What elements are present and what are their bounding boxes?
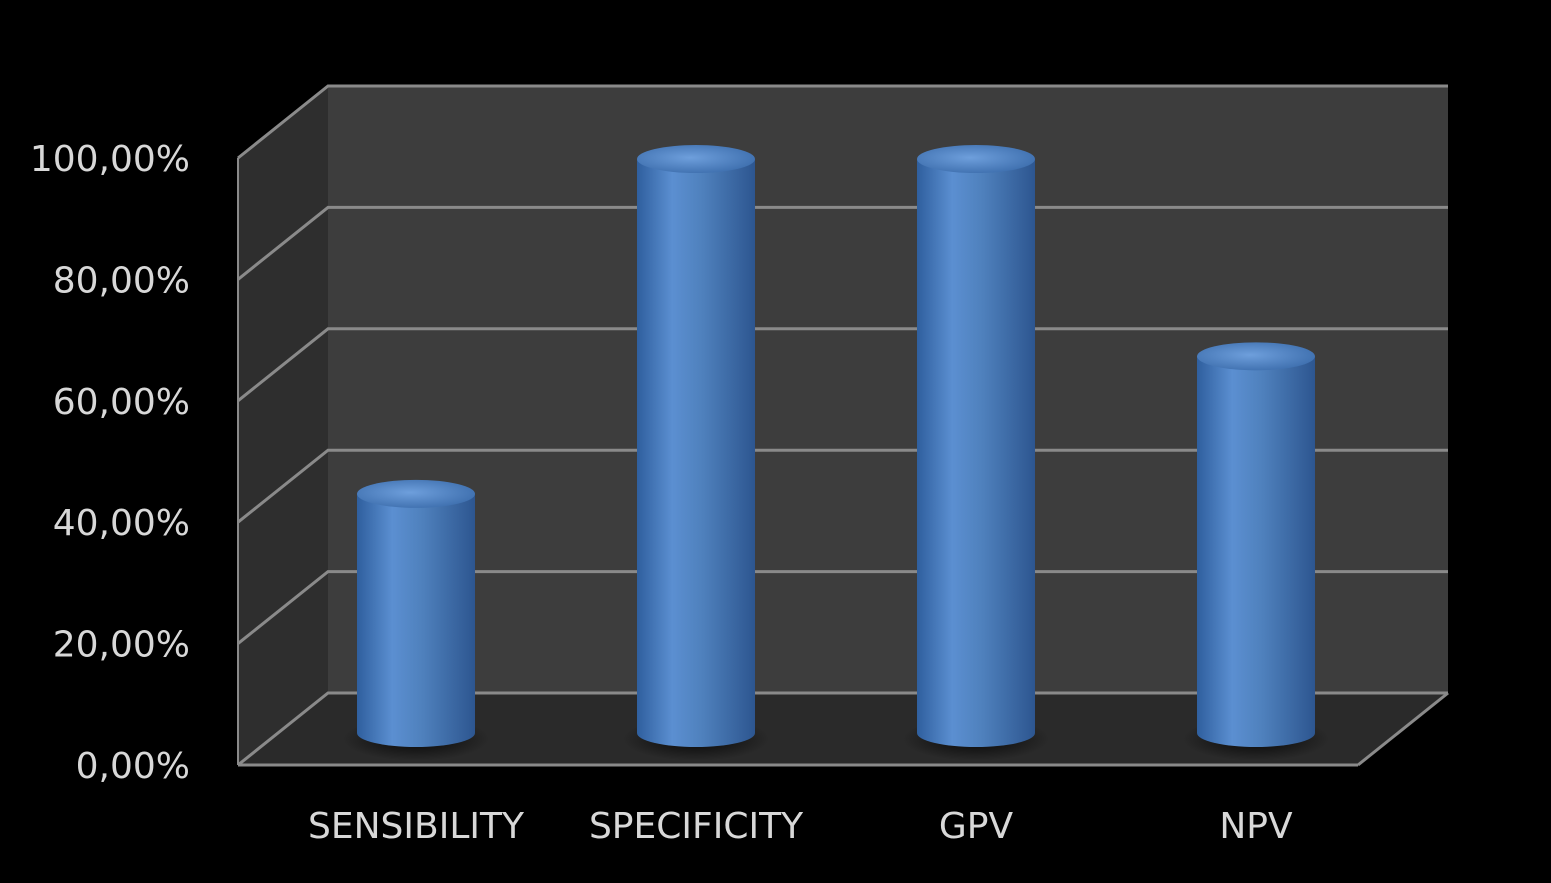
- bar-npv: [1182, 342, 1330, 761]
- bar-body: [357, 493, 475, 747]
- chart-walls: [238, 86, 1448, 765]
- bar-top: [637, 145, 755, 174]
- bar-sensibility: [342, 479, 490, 761]
- x-category-label-1: SPECIFICITY: [589, 806, 804, 847]
- x-axis: SENSIBILITY SPECIFICITY GPV NPV: [308, 806, 1293, 847]
- x-category-label-2: GPV: [939, 806, 1014, 847]
- gridline-5: [237, 84, 1448, 160]
- y-axis: 0,00% 20,00% 40,00% 60,00% 80,00% 100,00%: [30, 139, 190, 787]
- y-tick-label-2: 40,00%: [53, 503, 190, 544]
- floor: [238, 693, 1448, 765]
- x-category-label-3: NPV: [1219, 806, 1293, 847]
- bar-body: [1197, 356, 1315, 747]
- x-category-label-0: SENSIBILITY: [308, 806, 525, 847]
- bar-top: [1197, 342, 1315, 371]
- floor-right-edge: [1357, 691, 1449, 767]
- side-wall: [238, 86, 328, 765]
- gridline-3: [237, 327, 1448, 402]
- y-tick-label-5: 100,00%: [30, 139, 190, 180]
- y-tick-label-4: 80,00%: [53, 260, 190, 301]
- gridline-2: [237, 448, 1448, 524]
- bar-top: [917, 145, 1035, 174]
- bar-gpv: [902, 145, 1050, 761]
- y-tick-label-0: 0,00%: [76, 746, 190, 787]
- gridline-4: [237, 205, 1448, 281]
- gridlines: [237, 84, 1449, 767]
- y-tick-label-1: 20,00%: [53, 625, 190, 666]
- back-wall: [328, 86, 1448, 693]
- bar-body: [637, 159, 755, 747]
- gridline-1: [237, 570, 1448, 645]
- bar-body: [917, 159, 1035, 747]
- bar-specificity: [622, 145, 770, 761]
- bars: [342, 145, 1330, 761]
- gridline-0: [237, 691, 1448, 767]
- y-tick-label-3: 60,00%: [53, 382, 190, 423]
- bar-top: [357, 479, 475, 508]
